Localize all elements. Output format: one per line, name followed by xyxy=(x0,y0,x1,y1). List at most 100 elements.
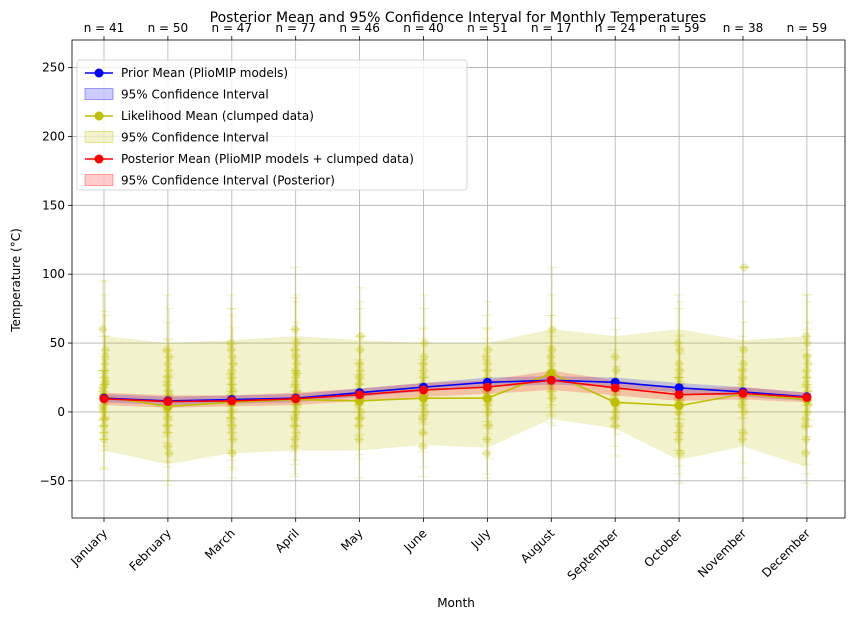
observation-point xyxy=(420,401,429,410)
series-point-1 xyxy=(610,397,620,407)
observation-point xyxy=(290,414,299,423)
observation-point xyxy=(98,403,107,412)
series-point-2 xyxy=(227,396,237,406)
y-axis-title: Temperature (°C) xyxy=(9,228,23,333)
observation-point xyxy=(228,352,237,361)
series-point-1 xyxy=(355,396,365,406)
observation-point xyxy=(803,339,812,348)
legend-label: Prior Mean (PlioMIP models) xyxy=(121,66,288,80)
legend-entry: Posterior Mean (PlioMIP models + clumped… xyxy=(85,152,414,166)
observation-point xyxy=(420,352,429,361)
observation-point xyxy=(292,387,301,396)
legend-marker-swatch xyxy=(94,154,104,164)
observation-point xyxy=(419,373,428,382)
observation-point xyxy=(803,407,812,416)
legend-entry: 95% Confidence Interval xyxy=(84,131,269,145)
observation-point xyxy=(547,387,556,396)
legend-label: 95% Confidence Interval xyxy=(121,131,269,145)
sample-count-label: n = 40 xyxy=(403,21,444,35)
legend-label: Posterior Mean (PlioMIP models + clumped… xyxy=(121,152,414,166)
y-tick-label: 250 xyxy=(42,61,65,75)
observation-point xyxy=(740,263,749,272)
observation-point xyxy=(229,359,237,368)
y-tick-label: −50 xyxy=(40,474,65,488)
series-point-2 xyxy=(546,375,556,385)
observation-point xyxy=(673,339,682,348)
observation-point xyxy=(291,325,300,334)
observation-point xyxy=(675,428,684,437)
legend-entry: 95% Confidence Interval (Posterior) xyxy=(84,174,335,188)
mean-lines xyxy=(99,368,812,411)
observation-point xyxy=(164,366,173,375)
legend-patch-swatch xyxy=(84,131,114,143)
observation-point xyxy=(804,359,813,368)
observation-point xyxy=(739,359,748,368)
observation-point xyxy=(163,359,172,368)
x-tick-label: November xyxy=(695,526,749,580)
y-tick-label: 0 xyxy=(57,405,65,419)
observation-point xyxy=(227,345,236,354)
observation-point xyxy=(100,373,109,382)
observation-point xyxy=(291,352,300,361)
observation-point xyxy=(546,352,555,361)
observation-point xyxy=(547,359,556,368)
observation-point xyxy=(165,449,174,458)
observation-point xyxy=(675,421,684,430)
sample-count-label: n = 38 xyxy=(723,21,764,35)
observation-point xyxy=(99,407,108,416)
observation-point xyxy=(355,373,364,382)
series-point-1 xyxy=(482,393,492,403)
observation-point xyxy=(675,359,684,368)
observation-point xyxy=(100,435,108,444)
observation-point xyxy=(419,366,428,375)
observation-point xyxy=(163,414,172,423)
series-point-2 xyxy=(355,390,365,400)
observation-point xyxy=(675,373,684,382)
legend-label: 95% Confidence Interval xyxy=(121,88,269,102)
observation-point xyxy=(163,421,172,430)
observation-point xyxy=(163,373,172,382)
observation-point xyxy=(163,442,172,451)
x-tick-label: March xyxy=(202,526,238,562)
observation-point xyxy=(802,380,811,389)
observation-point xyxy=(227,380,236,389)
sample-count-label: n = 41 xyxy=(84,21,125,35)
series-point-2 xyxy=(674,390,684,400)
series-point-2 xyxy=(419,385,428,395)
observation-point xyxy=(420,407,429,416)
observation-point xyxy=(418,442,427,451)
observation-point xyxy=(420,339,429,348)
observation-point xyxy=(418,414,427,423)
observation-point xyxy=(802,332,811,341)
observation-point xyxy=(675,345,684,354)
observation-point xyxy=(292,428,301,437)
legend-label: Likelihood Mean (clumped data) xyxy=(121,109,314,123)
observation-point xyxy=(229,435,237,444)
observation-point xyxy=(99,383,108,392)
sample-count-label: n = 77 xyxy=(275,21,316,35)
observation-point xyxy=(739,345,748,354)
series-point-1 xyxy=(419,393,428,403)
observation-point xyxy=(548,394,557,403)
y-tick-label: 50 xyxy=(50,336,65,350)
observation-point xyxy=(674,435,683,444)
sample-count-label: n = 51 xyxy=(467,21,508,35)
observation-point xyxy=(737,380,746,389)
observation-point xyxy=(739,428,747,437)
observation-point xyxy=(482,449,491,458)
observation-point xyxy=(162,345,171,354)
observation-point xyxy=(290,421,299,430)
observation-point xyxy=(163,380,172,389)
legend-frame xyxy=(76,59,468,191)
observation-point xyxy=(802,373,811,382)
observation-point xyxy=(355,421,363,430)
observation-point xyxy=(227,407,236,416)
y-tick-label: 100 xyxy=(42,267,65,281)
legend-marker-swatch xyxy=(94,111,104,121)
observation-point xyxy=(290,442,299,451)
legend-entry: Prior Mean (PlioMIP models) xyxy=(85,66,288,80)
observation-point xyxy=(228,449,237,458)
plot-frame xyxy=(71,39,846,519)
series-point-2 xyxy=(802,392,812,402)
x-tick-label: August xyxy=(518,526,558,566)
